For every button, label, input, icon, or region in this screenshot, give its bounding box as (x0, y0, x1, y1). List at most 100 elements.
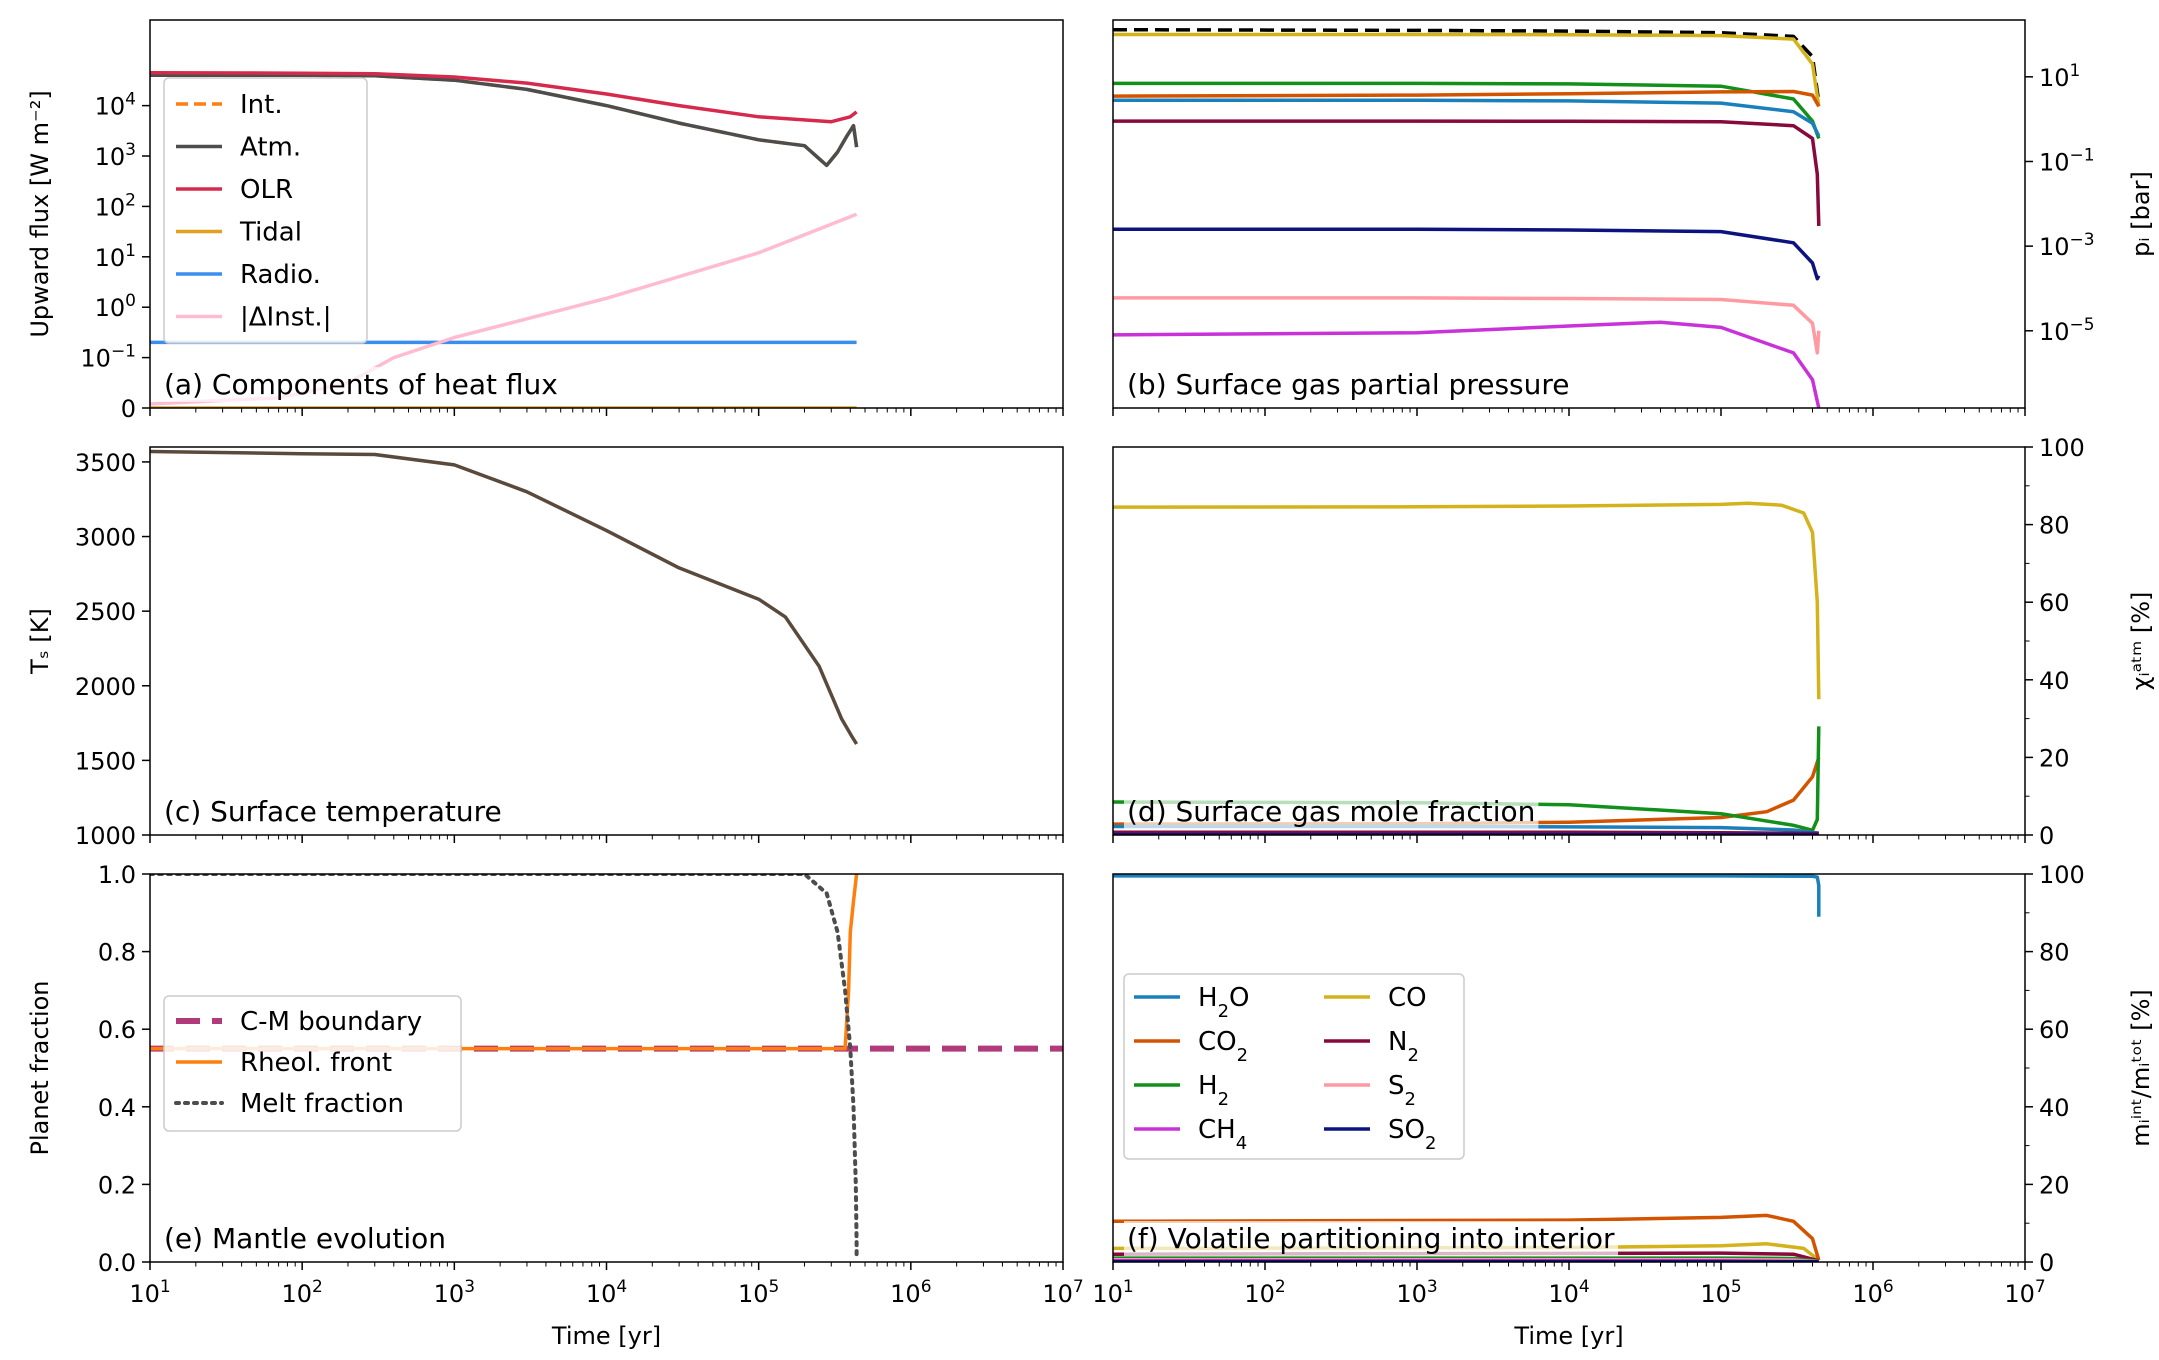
y-tick-label-a-0: 0 (121, 395, 136, 423)
x-tick-label-e-2-exp: 3 (464, 1277, 475, 1297)
y-tick-label-f-1-base: 20 (2039, 1171, 2070, 1199)
legend-f-entry-3-sub: 4 (1236, 1133, 1247, 1154)
y-tick-label-d-2-base: 40 (2039, 667, 2070, 695)
x-tick-label-e-2: 103 (434, 1277, 475, 1308)
y-tick-label-a-5-exp: 3 (125, 140, 136, 160)
y-tick-label-a-1-exp: −1 (111, 342, 136, 362)
legend-f-entry-5-sub: 2 (1407, 1045, 1418, 1066)
y-tick-label-b-2-exp: −1 (2070, 145, 2095, 165)
legend-f-entry-2-sub: 2 (1218, 1089, 1229, 1110)
y-tick-label-e-3: 0.6 (98, 1016, 136, 1044)
x-tick-label-e-6: 107 (1042, 1277, 1083, 1308)
x-tick-label-e-0: 101 (129, 1277, 170, 1308)
x-tick-label-f-6-base: 10 (2004, 1280, 2035, 1308)
legend-f-entry-1-label: CO2 (1198, 1027, 1248, 1066)
y-tick-label-f-0: 0 (2039, 1249, 2054, 1277)
y-tick-label-f-1: 20 (2039, 1171, 2070, 1199)
y-tick-label-e-0-base: 0.0 (98, 1249, 136, 1277)
legend-f-entry-6-label: S2 (1388, 1071, 1416, 1110)
x-tick-label-e-5-exp: 6 (921, 1277, 932, 1297)
panel-title-c: (c) Surface temperature (164, 795, 502, 828)
y-tick-label-b-1: 10−3 (2039, 230, 2095, 261)
y-tick-label-b-0-base: 10 (2039, 318, 2070, 346)
legend-a-entry-1-label: Atm. (240, 133, 301, 163)
y-tick-label-d-1-base: 20 (2039, 744, 2070, 772)
y-tick-label-a-4-base: 10 (95, 193, 126, 221)
y-tick-label-b-3-base: 10 (2039, 64, 2070, 92)
legend-e-entry-0-label: C-M boundary (240, 1007, 422, 1037)
y-tick-label-a-1-base: 10 (80, 345, 111, 373)
series-line-b-2 (1113, 81, 1821, 140)
legend-e (163, 995, 462, 1132)
x-tick-label-f-6-exp: 7 (2035, 1277, 2046, 1297)
y-tick-label-c-3-base: 2500 (75, 598, 136, 626)
y-tick-label-a-3: 101 (95, 241, 136, 272)
y-tick-label-a-5-base: 10 (95, 143, 126, 171)
panel-title-a: (a) Components of heat flux (164, 368, 558, 401)
series-line-f-2 (1113, 1213, 1821, 1261)
legend-f-entry-7-label: SO2 (1388, 1115, 1436, 1154)
panel-title-f: (f) Volatile partitioning into interior (1127, 1222, 1615, 1255)
x-tick-label-e-4-exp: 5 (769, 1277, 780, 1297)
legend-f-entry-0-label: H2O (1198, 983, 1249, 1022)
x-tick-label-e-5-base: 10 (890, 1280, 921, 1308)
x-tick-label-e-2-base: 10 (434, 1280, 465, 1308)
series-line-f-0 (1113, 874, 1821, 917)
panel-title-d: (d) Surface gas mole fraction (1127, 795, 1535, 828)
legend-f-entry-7-main: SO (1388, 1115, 1425, 1145)
x-tick-label-e-6-base: 10 (1042, 1280, 1073, 1308)
y-tick-label-c-3: 2500 (75, 598, 136, 626)
y-tick-label-b-1-base: 10 (2039, 233, 2070, 261)
y-tick-label-a-6: 104 (95, 90, 136, 121)
y-tick-label-e-2: 0.4 (98, 1094, 136, 1122)
legend-a-entry-0-label: Int. (240, 90, 283, 120)
y-axis-label-c: Tₛ [K] (26, 608, 54, 675)
x-tick-label-f-3: 104 (1548, 1277, 1589, 1308)
x-tick-label-e-4-base: 10 (738, 1280, 769, 1308)
y-tick-label-f-3-base: 60 (2039, 1016, 2070, 1044)
y-tick-label-f-0-base: 0 (2039, 1249, 2054, 1277)
panel-title-backdrop-b (1124, 367, 1573, 402)
y-tick-label-c-0: 1000 (75, 822, 136, 850)
x-tick-label-f-4-exp: 5 (1731, 1277, 1742, 1297)
y-tick-label-e-5-base: 1.0 (98, 861, 136, 889)
x-tick-label-e-4: 105 (738, 1277, 779, 1308)
x-axis-label-f: Time [yr] (1513, 1322, 1623, 1350)
x-tick-label-f-6: 107 (2004, 1277, 2045, 1308)
legend-f-entry-2-label: H2 (1198, 1071, 1229, 1110)
series-line-a-2 (150, 70, 858, 124)
series-line-b-5 (1113, 119, 1821, 226)
series-line-b-0 (1113, 27, 1821, 103)
x-tick-label-e-0-exp: 1 (160, 1277, 171, 1297)
x-tick-label-e-3-base: 10 (586, 1280, 617, 1308)
series-line-e-1 (150, 874, 859, 1051)
x-tick-label-f-2-base: 10 (1396, 1280, 1427, 1308)
y-tick-label-e-4: 0.8 (98, 939, 136, 967)
x-axis-label-e: Time [yr] (551, 1322, 661, 1350)
y-tick-label-f-4-base: 80 (2039, 939, 2070, 967)
y-tick-label-c-0-base: 1000 (75, 822, 136, 850)
y-tick-label-d-0-base: 0 (2039, 822, 2054, 850)
y-tick-label-b-3-exp: 1 (2070, 61, 2081, 81)
y-tick-label-c-2-base: 2000 (75, 673, 136, 701)
series-line-b-1 (1113, 32, 1821, 107)
x-tick-label-f-5-exp: 6 (1883, 1277, 1894, 1297)
y-tick-label-a-2-base: 10 (95, 294, 126, 322)
series-line-b-7 (1113, 296, 1821, 355)
x-tick-label-f-5: 106 (1852, 1277, 1893, 1308)
x-tick-label-f-0-exp: 1 (1123, 1277, 1134, 1297)
x-tick-label-f-3-exp: 4 (1579, 1277, 1590, 1297)
y-tick-label-b-3: 101 (2039, 61, 2080, 92)
legend-a (163, 77, 368, 344)
x-tick-label-f-5-base: 10 (1852, 1280, 1883, 1308)
y-axis-label-e: Planet fraction (26, 980, 54, 1155)
x-tick-label-f-2-exp: 3 (1427, 1277, 1438, 1297)
plot-area-c (150, 449, 859, 745)
legend-f-entry-0-tail: O (1229, 983, 1249, 1013)
legend-a-entry-4-label: Radio. (240, 260, 321, 290)
panel-title-backdrop-a (161, 367, 561, 402)
x-tick-label-f-4: 105 (1700, 1277, 1741, 1308)
legend-f-entry-4-label: CO (1388, 983, 1427, 1013)
y-tick-label-b-0: 10−5 (2039, 315, 2095, 346)
y-tick-label-c-5: 3500 (75, 449, 136, 477)
